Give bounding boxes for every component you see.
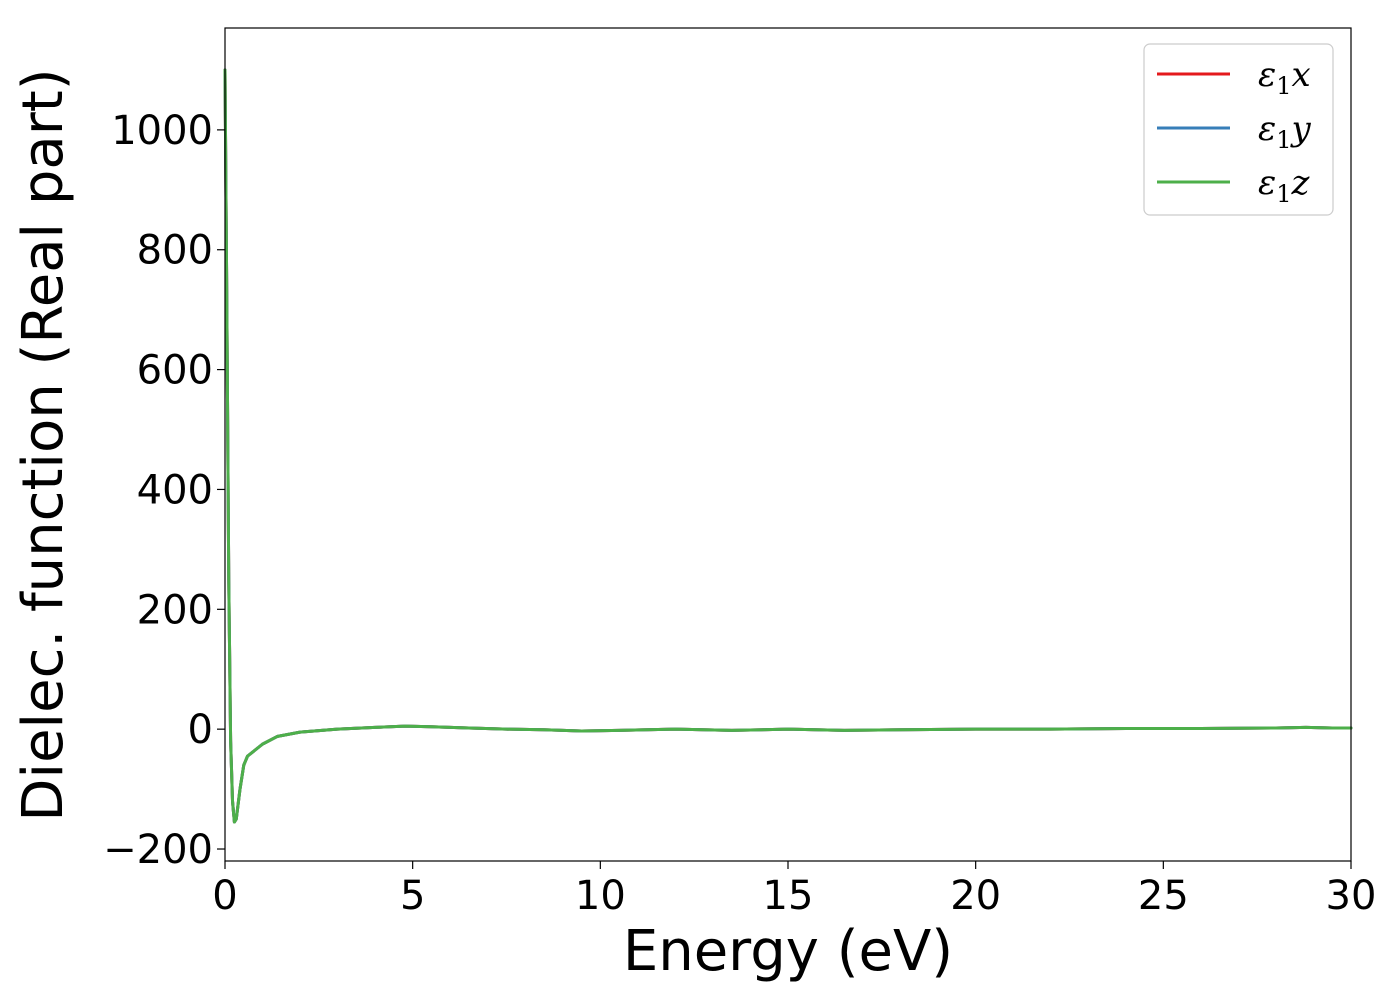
y-tick-label: −200 bbox=[103, 827, 213, 873]
series-line-3 bbox=[223, 68, 1353, 824]
y-tick-label: 1000 bbox=[111, 108, 213, 154]
x-tick-label: 5 bbox=[400, 873, 425, 919]
x-tick-label: 25 bbox=[1138, 873, 1189, 919]
x-axis-label: Energy (eV) bbox=[623, 919, 953, 984]
series-layer bbox=[223, 68, 1353, 824]
x-axis-ticks: 0 5 10 15 20 25 30 bbox=[212, 861, 1376, 919]
legend-box bbox=[1143, 43, 1334, 216]
y-tick-label: 200 bbox=[137, 587, 213, 633]
y-axis-label: Dielec. function (Real part) bbox=[11, 68, 76, 821]
y-tick-label: 600 bbox=[137, 348, 213, 394]
y-tick-label: 0 bbox=[188, 707, 213, 753]
y-axis-ticks: −200 0 200 400 600 800 1000 bbox=[103, 108, 225, 873]
legend: ε1x ε1y ε1z bbox=[1143, 43, 1334, 216]
legend-label-3: ε1z bbox=[1258, 163, 1311, 208]
x-tick-label: 30 bbox=[1326, 873, 1377, 919]
x-tick-label: 10 bbox=[575, 873, 626, 919]
x-tick-label: 20 bbox=[950, 873, 1001, 919]
legend-label-2: ε1y bbox=[1258, 109, 1312, 154]
x-tick-label: 15 bbox=[763, 873, 814, 919]
y-tick-label: 400 bbox=[137, 467, 213, 513]
x-tick-label: 0 bbox=[212, 873, 237, 919]
y-tick-label: 800 bbox=[137, 228, 213, 274]
legend-label-1: ε1x bbox=[1258, 55, 1311, 100]
